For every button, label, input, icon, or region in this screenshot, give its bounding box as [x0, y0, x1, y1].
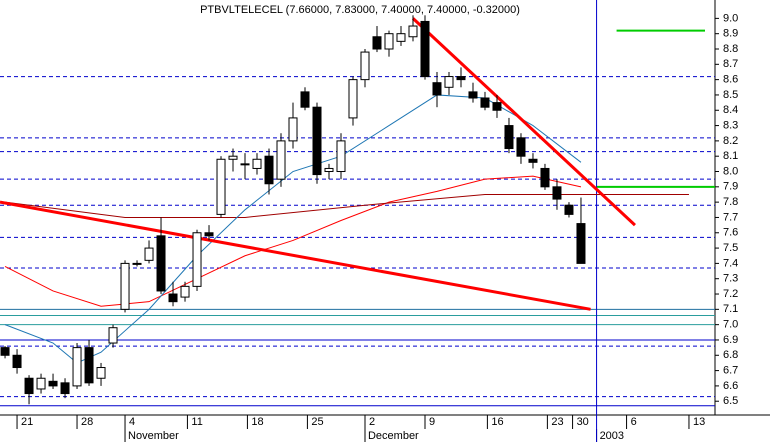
- x-tick-label: 4: [129, 416, 135, 428]
- candle-body: [120, 262, 130, 310]
- candle-body: [288, 117, 298, 142]
- month-label: December: [368, 430, 419, 442]
- indicator-line: [4, 175, 582, 307]
- candle-body: [72, 347, 82, 387]
- candle-body: [180, 285, 190, 298]
- candle-body: [420, 20, 430, 78]
- candle-body: [84, 347, 94, 384]
- candle-body: [468, 91, 478, 99]
- candle-body: [264, 155, 274, 185]
- x-tick-label: 30: [577, 416, 589, 428]
- candle-body: [24, 377, 34, 395]
- chart-title: PTBVLTELECEL (7.66000, 7.83000, 7.40000,…: [200, 4, 520, 16]
- y-tick-label: 7.7: [723, 211, 738, 223]
- candle-body: [348, 79, 358, 119]
- x-tick-label: 13: [693, 416, 705, 428]
- y-tick-label: 7.0: [723, 319, 738, 331]
- candle-body: [564, 204, 574, 215]
- candle-body: [144, 247, 154, 261]
- y-tick-label: 7.6: [723, 227, 738, 239]
- y-tick-label: 9.0: [723, 12, 738, 24]
- y-tick-label: 6.7: [723, 364, 738, 376]
- y-tick-label: 7.4: [723, 257, 738, 269]
- candle-body: [516, 137, 526, 157]
- candle-body: [408, 25, 418, 38]
- candle-body: [276, 140, 286, 180]
- candle-body: [576, 223, 586, 264]
- candle-body: [456, 76, 466, 81]
- y-tick-label: 7.9: [723, 181, 738, 193]
- x-tick-label: 18: [251, 416, 263, 428]
- y-tick-label: 7.8: [723, 196, 738, 208]
- candle-body: [0, 347, 10, 356]
- candle-body: [240, 163, 250, 166]
- y-tick-label: 8.3: [723, 119, 738, 131]
- candle-body: [228, 155, 238, 160]
- y-tick-label: 7.5: [723, 242, 738, 254]
- candle-body: [12, 354, 22, 369]
- candle-body: [552, 186, 562, 200]
- y-tick-label: 8.2: [723, 135, 738, 147]
- candle-body: [312, 106, 322, 176]
- candle-body: [132, 262, 142, 265]
- x-tick-label: 25: [311, 416, 323, 428]
- x-tick-label: 11: [191, 416, 202, 428]
- indicator-line: [411, 17, 636, 227]
- x-tick-label: 6: [631, 416, 637, 428]
- candle-body: [492, 102, 502, 111]
- month-label: 2003: [600, 430, 624, 442]
- x-tick-label: 9: [429, 416, 435, 428]
- candle-body: [108, 327, 118, 344]
- y-tick-label: 7.3: [723, 273, 738, 285]
- x-tick-label: 28: [81, 416, 93, 428]
- candle-body: [168, 293, 178, 303]
- x-tick-label: 16: [491, 416, 503, 428]
- candle-body: [324, 167, 334, 173]
- candle-body: [360, 51, 370, 81]
- candle-body: [480, 97, 490, 108]
- candle-body: [192, 232, 202, 287]
- y-tick-label: 6.9: [723, 334, 738, 346]
- y-tick-label: 8.6: [723, 74, 738, 86]
- candle-body: [300, 91, 310, 108]
- candle-body: [444, 76, 454, 88]
- x-tick-label: 2: [369, 416, 375, 428]
- y-tick-label: 8.5: [723, 89, 738, 101]
- y-tick-label: 8.1: [723, 150, 738, 162]
- indicator-line: [0, 200, 591, 311]
- candle-body: [216, 158, 226, 215]
- y-tick-label: 6.8: [723, 349, 738, 361]
- candle-body: [432, 82, 442, 96]
- y-tick-label: 6.6: [723, 380, 738, 392]
- candle-body: [48, 380, 58, 387]
- candle-body: [384, 33, 394, 50]
- candle-body: [396, 33, 406, 42]
- y-tick-label: 8.0: [723, 165, 738, 177]
- month-label: November: [128, 430, 179, 442]
- candle-body: [504, 125, 514, 150]
- candle-body: [252, 158, 262, 169]
- candle-body: [528, 158, 538, 163]
- x-tick-label: 23: [551, 416, 563, 428]
- candle-body: [156, 235, 166, 292]
- y-tick-label: 7.2: [723, 288, 738, 300]
- indicator-line: [4, 193, 689, 218]
- candle-body: [336, 140, 346, 173]
- x-tick-label: 21: [21, 416, 33, 428]
- candle-body: [60, 382, 70, 395]
- y-tick-label: 6.5: [723, 395, 738, 407]
- y-tick-label: 8.7: [723, 58, 738, 70]
- y-tick-label: 8.4: [723, 104, 738, 116]
- candle-body: [204, 232, 214, 237]
- y-tick-label: 7.1: [723, 303, 738, 315]
- y-tick-label: 8.9: [723, 28, 738, 40]
- candle-body: [96, 367, 106, 379]
- candle-body: [36, 377, 46, 390]
- candle-body: [540, 167, 550, 188]
- candle-body: [372, 36, 382, 50]
- y-tick-label: 8.8: [723, 43, 738, 55]
